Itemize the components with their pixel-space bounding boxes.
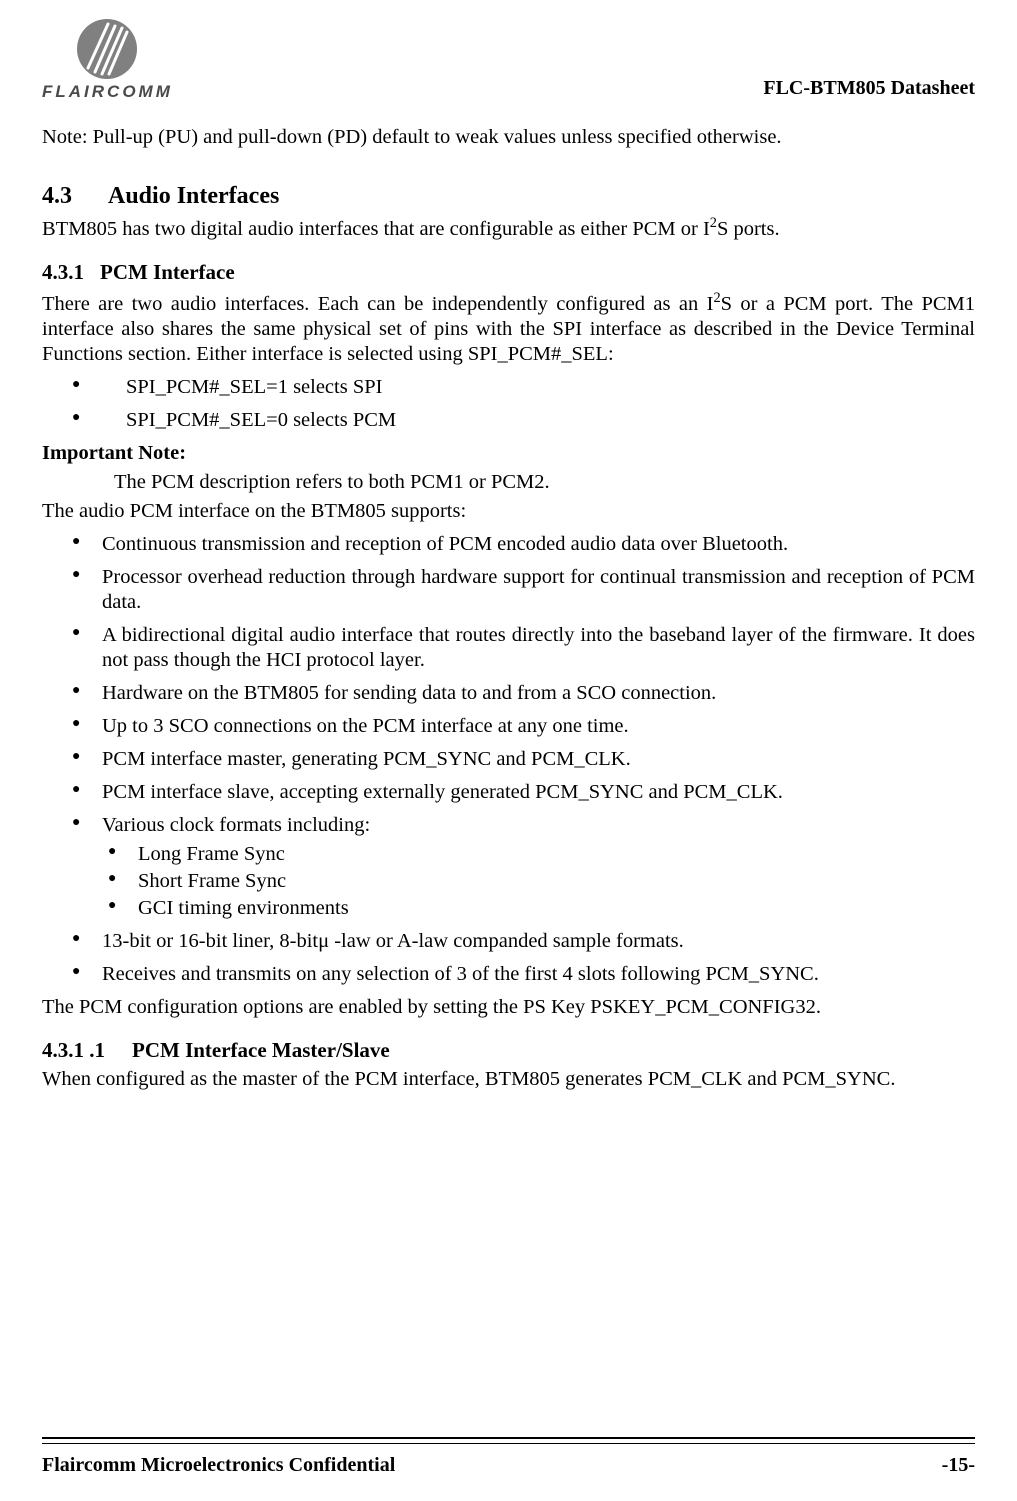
list-item: Up to 3 SCO connections on the PCM inter… xyxy=(42,714,975,739)
important-note-text: The PCM description refers to both PCM1 … xyxy=(114,470,975,495)
important-note-label: Important Note: xyxy=(42,441,975,466)
heading-4-3: 4.3Audio Interfaces xyxy=(42,182,975,211)
document-title: FLC-BTM805 Datasheet xyxy=(763,77,975,102)
sel-list: SPI_PCM#_SEL=1 selects SPI SPI_PCM#_SEL=… xyxy=(42,375,975,433)
footer-left: Flaircomm Microelectronics Confidential xyxy=(42,1454,395,1477)
text-fragment: There are two audio interfaces. Each can… xyxy=(42,293,713,315)
list-item: A bidirectional digital audio interface … xyxy=(42,623,975,673)
section-title: PCM Interface xyxy=(100,260,235,284)
heading-4-3-1: 4.3.1PCM Interface xyxy=(42,260,975,286)
note-paragraph: Note: Pull-up (PU) and pull-down (PD) de… xyxy=(42,125,975,150)
text-fragment: Various clock formats including: xyxy=(102,814,370,836)
superscript: 2 xyxy=(710,215,717,231)
list-item: Various clock formats including: Long Fr… xyxy=(42,813,975,921)
list-item: Continuous transmission and reception of… xyxy=(42,532,975,557)
section-number: 4.3.1 xyxy=(42,260,100,286)
section-title: PCM Interface Master/Slave xyxy=(132,1038,390,1062)
text-fragment: S ports. xyxy=(717,218,780,240)
sec43-intro: BTM805 has two digital audio interfaces … xyxy=(42,215,975,242)
list-item: GCI timing environments xyxy=(102,896,975,921)
list-item: Long Frame Sync xyxy=(102,842,975,867)
clock-formats-list: Long Frame Sync Short Frame Sync GCI tim… xyxy=(102,842,975,921)
supports-list: Continuous transmission and reception of… xyxy=(42,532,975,987)
sec431-p1: There are two audio interfaces. Each can… xyxy=(42,290,975,367)
list-item: Short Frame Sync xyxy=(102,869,975,894)
page-body: Note: Pull-up (PU) and pull-down (PD) de… xyxy=(42,121,975,1096)
text-fragment: BTM805 has two digital audio interfaces … xyxy=(42,218,710,240)
pskey-line: The PCM configuration options are enable… xyxy=(42,995,975,1020)
footer-page-number: -15- xyxy=(942,1454,975,1477)
supports-intro: The audio PCM interface on the BTM805 su… xyxy=(42,499,975,524)
superscript: 2 xyxy=(713,290,720,306)
list-item: SPI_PCM#_SEL=1 selects SPI xyxy=(42,375,975,400)
page: FLAIRCOMM FLC-BTM805 Datasheet Note: Pul… xyxy=(0,0,1017,1501)
heading-4-3-1-1: 4.3.1 .1PCM Interface Master/Slave xyxy=(42,1038,975,1064)
section-number: 4.3 xyxy=(42,182,108,211)
footer-row: Flaircomm Microelectronics Confidential … xyxy=(42,1454,975,1477)
section-number: 4.3.1 .1 xyxy=(42,1038,132,1064)
list-item: Hardware on the BTM805 for sending data … xyxy=(42,681,975,706)
list-item: 13-bit or 16-bit liner, 8-bitμ -law or A… xyxy=(42,929,975,954)
list-item: Receives and transmits on any selection … xyxy=(42,962,975,987)
logo-text: FLAIRCOMM xyxy=(42,82,173,102)
list-item: PCM interface master, generating PCM_SYN… xyxy=(42,747,975,772)
footer-rule xyxy=(42,1437,975,1444)
list-item: PCM interface slave, accepting externall… xyxy=(42,780,975,805)
list-item: Processor overhead reduction through har… xyxy=(42,565,975,615)
list-item: SPI_PCM#_SEL=0 selects PCM xyxy=(42,408,975,433)
section-title: Audio Interfaces xyxy=(108,183,279,209)
page-header: FLAIRCOMM FLC-BTM805 Datasheet xyxy=(42,18,975,102)
sec4311-p1: When configured as the master of the PCM… xyxy=(42,1067,975,1092)
flaircomm-logo-icon xyxy=(75,18,139,80)
page-footer: Flaircomm Microelectronics Confidential … xyxy=(42,1399,975,1501)
logo: FLAIRCOMM xyxy=(42,18,173,102)
